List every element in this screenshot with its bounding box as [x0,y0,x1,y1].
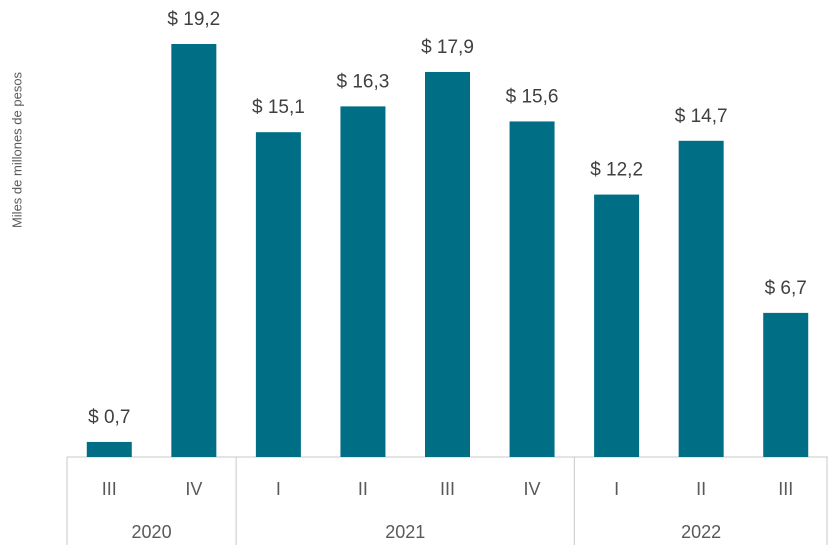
value-label: $ 6,7 [765,278,807,299]
x-tick-label: III [778,479,793,499]
value-label: $ 12,2 [590,160,643,181]
value-label: $ 16,3 [337,71,390,92]
value-label: $ 14,7 [675,106,728,127]
group-label: 2020 [132,522,172,542]
x-tick-label: IV [524,479,541,499]
group-label: 2022 [681,522,721,542]
x-tick-label: I [614,479,619,499]
x-tick-label: III [102,479,117,499]
bar [340,106,386,457]
bar [594,194,640,457]
value-label: $ 17,9 [421,37,474,58]
x-tick-label: I [276,479,281,499]
value-label: $ 15,6 [506,86,559,107]
x-tick-label: II [696,479,706,499]
value-label: $ 0,7 [88,407,130,428]
x-tick-label: IV [185,479,202,499]
value-label: $ 15,1 [252,97,305,118]
group-label: 2021 [385,522,425,542]
bar [255,132,301,458]
x-tick-label: III [440,479,455,499]
bar [678,140,724,457]
x-tick-label: II [358,479,368,499]
bar [509,121,555,457]
value-label: $ 19,2 [167,9,220,30]
bar [171,44,217,457]
bar [86,441,132,457]
bar [763,312,809,457]
y-axis-label: Miles de millones de pesos [9,71,24,228]
bar [425,71,470,458]
